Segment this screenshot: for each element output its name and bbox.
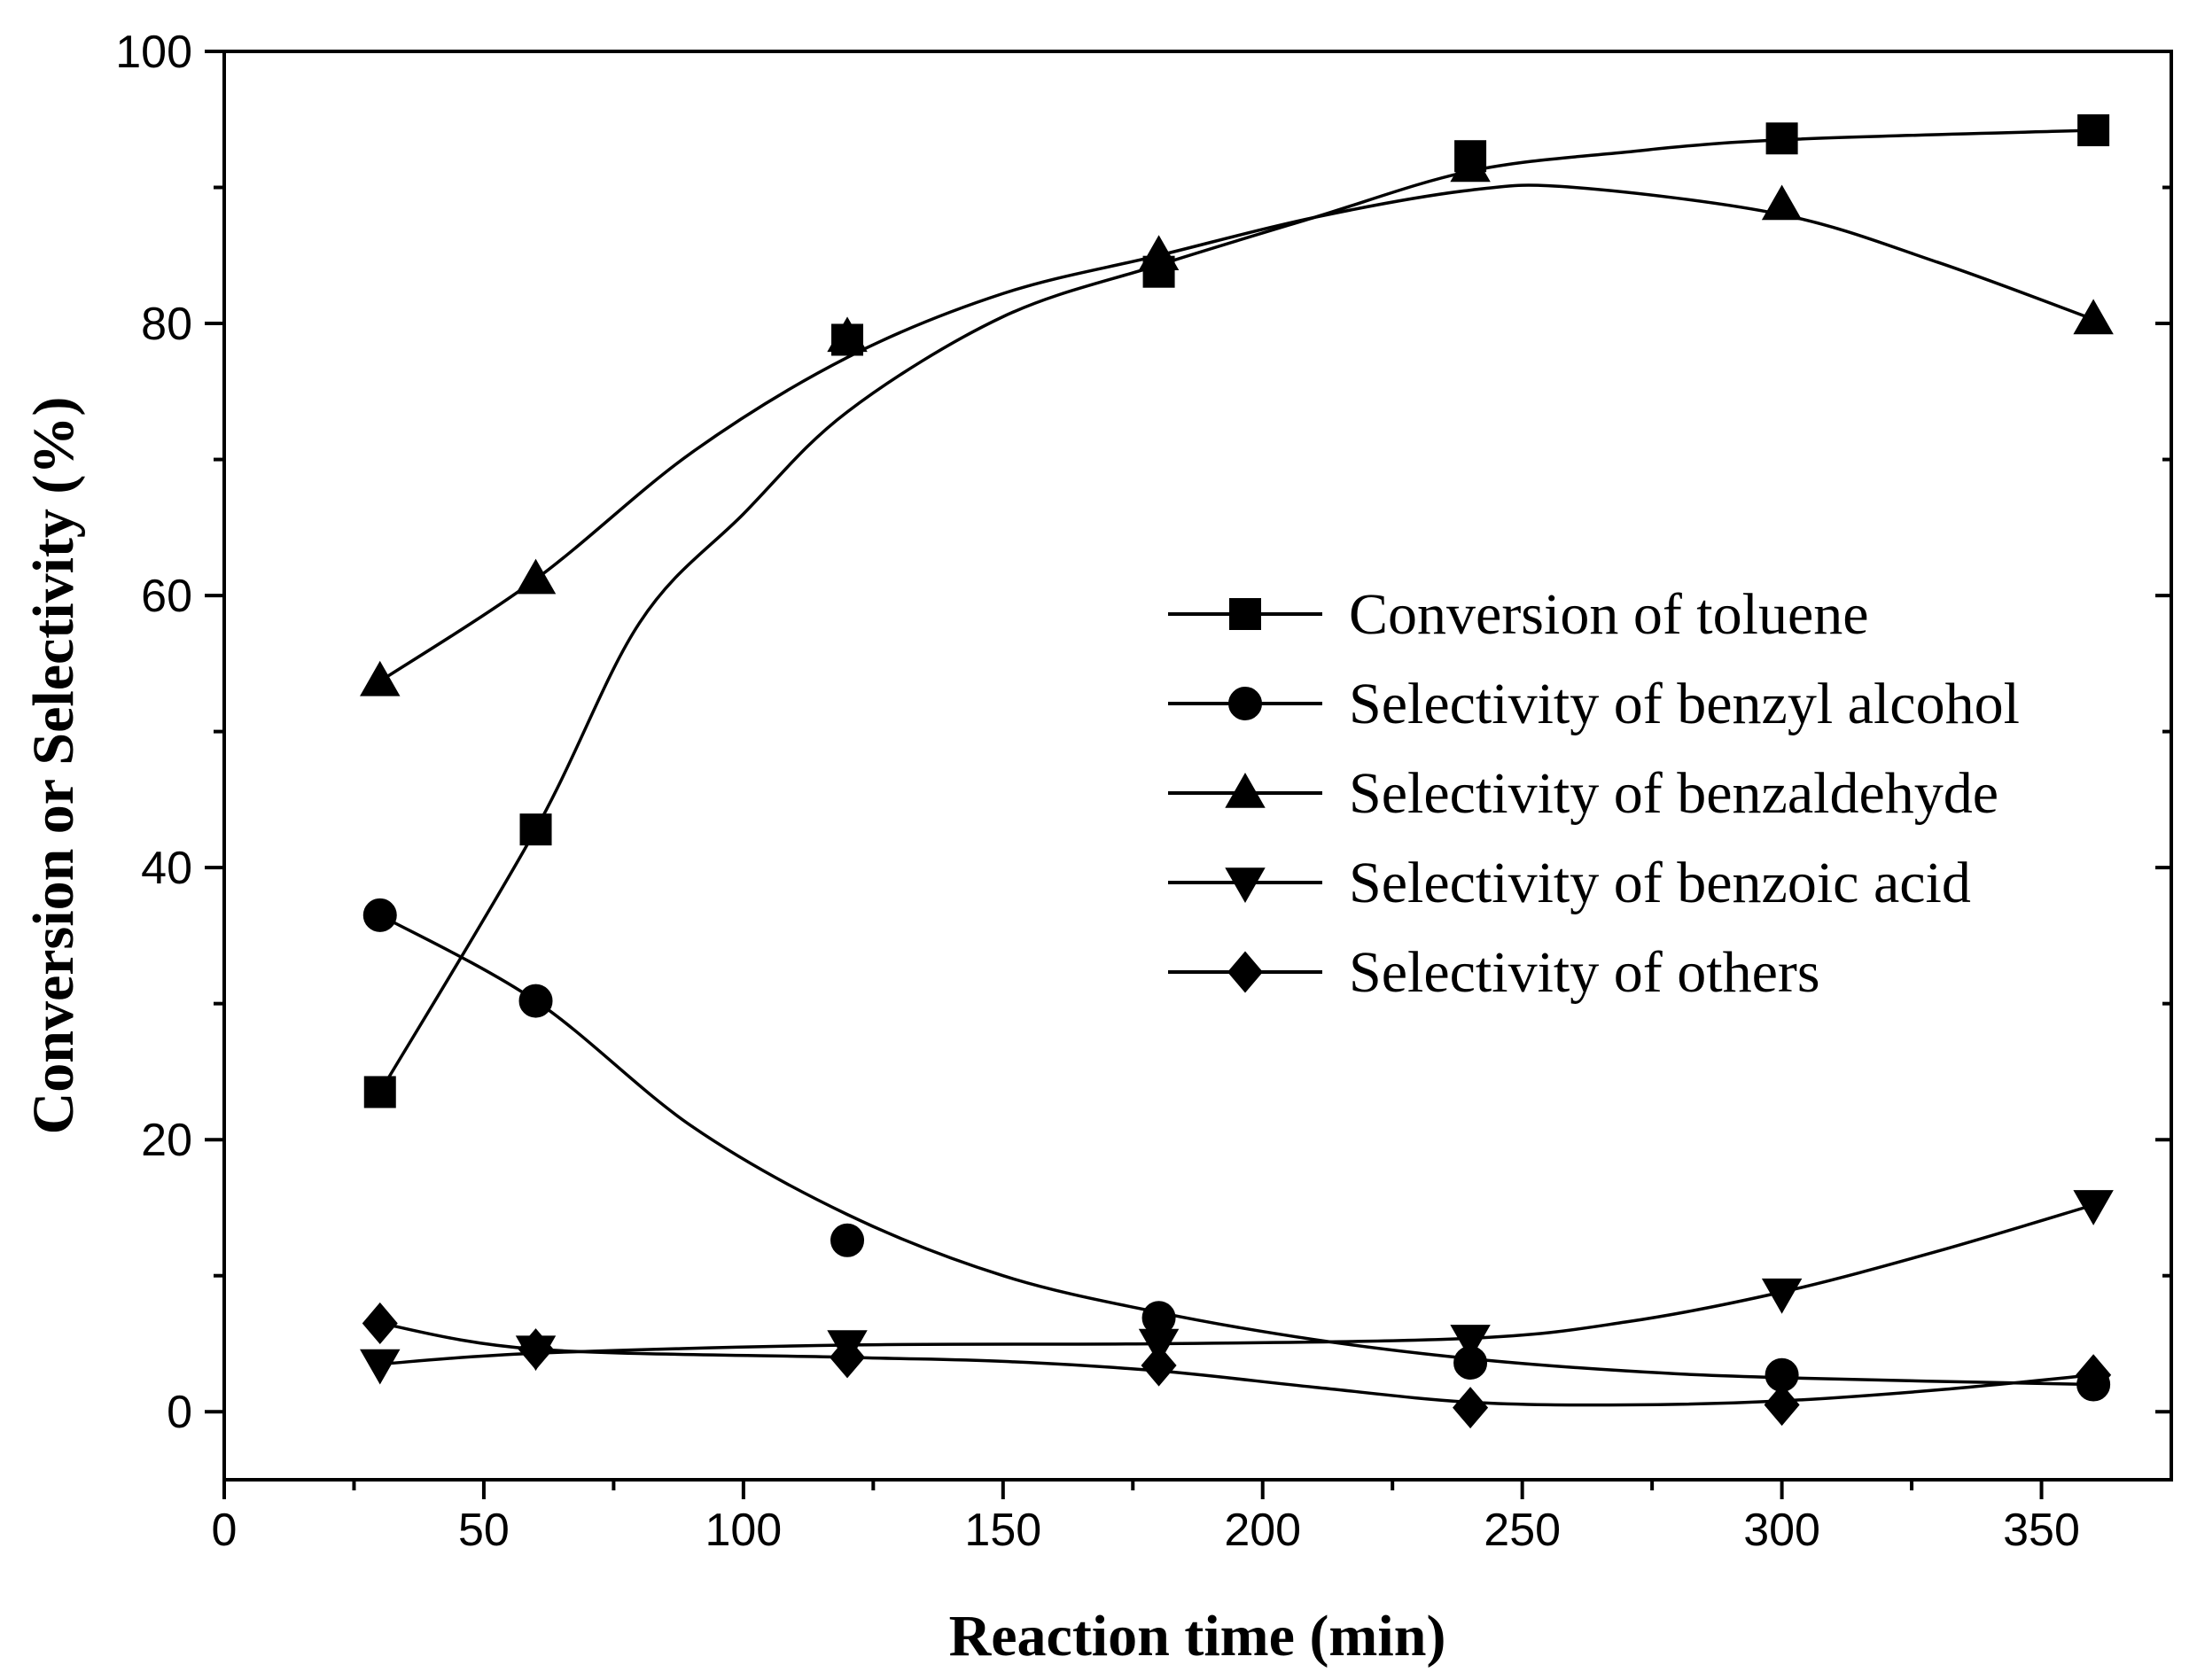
x-tick-label: 0 [212, 1505, 238, 1556]
y-tick-label: 20 [141, 1115, 192, 1166]
legend-marker [1225, 772, 1266, 808]
legend-item-conversion-of-toluene: Conversion of toluene [1168, 582, 1869, 647]
y-tick-label: 40 [141, 843, 192, 894]
y-tick-label: 80 [141, 299, 192, 350]
legend-item-selectivity-of-others: Selectivity of others [1168, 940, 1820, 1005]
x-tick-label: 350 [2003, 1505, 2080, 1556]
data-point-selectivity-of-benzoic-acid [2073, 1190, 2114, 1225]
data-point-selectivity-of-benzaldehyde [1138, 235, 1180, 271]
x-tick-label: 300 [1743, 1505, 1820, 1556]
legend-marker [1229, 598, 1261, 630]
legend-marker [1225, 867, 1266, 904]
series-line-selectivity-of-benzoic-acid [379, 1203, 2094, 1366]
y-tick-label: 0 [167, 1387, 192, 1438]
x-tick-label: 50 [458, 1505, 510, 1556]
legend-item-selectivity-of-benzyl-alcohol: Selectivity of benzyl alcohol [1168, 672, 2020, 736]
legend-label: Selectivity of others [1349, 940, 1820, 1005]
data-point-selectivity-of-benzaldehyde [360, 660, 401, 696]
data-point-conversion-of-toluene [1765, 122, 1798, 155]
axis-tick-labels: 0 50 100 150 200 250 300 350 0 20 40 60 80 100 [115, 27, 2080, 1556]
data-point-selectivity-of-benzoic-acid [360, 1349, 401, 1385]
x-tick-label: 250 [1484, 1505, 1561, 1556]
x-tick-label: 200 [1224, 1505, 1301, 1556]
legend: Conversion of toluene Selectivity of benz… [1168, 582, 2020, 1005]
data-point-selectivity-of-benzoic-acid [1450, 1325, 1491, 1360]
plot-frame [222, 50, 2173, 1482]
data-point-selectivity-of-benzaldehyde [1450, 146, 1491, 183]
data-point-selectivity-of-benzaldehyde [2073, 299, 2114, 335]
x-tick-label: 100 [705, 1505, 782, 1556]
legend-item-selectivity-of-benzoic-acid: Selectivity of benzoic acid [1168, 851, 1971, 915]
y-axis-title: Conversion or Selectivity (%) [21, 397, 86, 1135]
data-point-selectivity-of-benzaldehyde [827, 316, 868, 353]
legend-item-selectivity-of-benzaldehyde: Selectivity of benzaldehyde [1168, 761, 1998, 826]
x-axis-title: Reaction time (min) [949, 1604, 1446, 1668]
data-point-selectivity-of-benzaldehyde [515, 558, 557, 595]
data-point-selectivity-of-benzaldehyde [1761, 184, 1803, 221]
legend-label: Selectivity of benzyl alcohol [1349, 672, 2020, 736]
data-point-selectivity-of-others [2076, 1354, 2112, 1396]
series-markers [360, 114, 2114, 1429]
legend-label: Conversion of toluene [1349, 582, 1869, 647]
data-point-conversion-of-toluene [363, 1076, 396, 1108]
data-point-selectivity-of-others [518, 1328, 554, 1371]
data-point-selectivity-of-benzyl-alcohol [830, 1223, 865, 1257]
data-point-conversion-of-toluene [519, 813, 552, 846]
data-point-selectivity-of-others [362, 1302, 398, 1344]
y-tick-label: 100 [115, 27, 192, 78]
series-line-conversion-of-toluene [378, 128, 2094, 1093]
x-tick-label: 150 [964, 1505, 1041, 1556]
y-tick-label: 60 [141, 571, 192, 622]
data-point-selectivity-of-others [830, 1336, 866, 1379]
data-point-conversion-of-toluene [2077, 114, 2110, 147]
legend-label: Selectivity of benzaldehyde [1349, 761, 1998, 826]
series-line-selectivity-of-others [379, 1321, 2094, 1407]
data-point-selectivity-of-others [1453, 1387, 1489, 1429]
legend-marker [1227, 951, 1264, 993]
data-point-selectivity-of-benzyl-alcohol [362, 898, 397, 932]
legend-label: Selectivity of benzoic acid [1349, 851, 1971, 915]
data-point-selectivity-of-benzoic-acid [1761, 1278, 1803, 1314]
data-point-selectivity-of-others [1141, 1344, 1177, 1387]
data-point-selectivity-of-others [1764, 1384, 1800, 1427]
legend-marker [1228, 687, 1262, 720]
data-point-selectivity-of-benzyl-alcohol [518, 984, 553, 1018]
